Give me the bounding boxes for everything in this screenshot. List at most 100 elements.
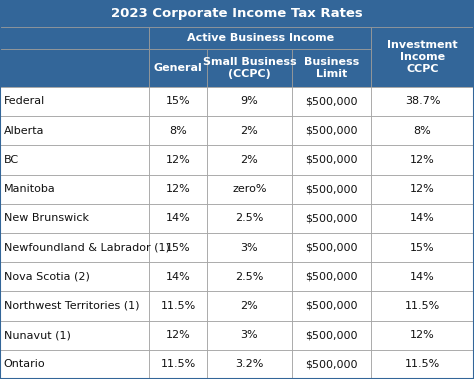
Bar <box>207 350 292 379</box>
Bar <box>0 291 149 321</box>
Text: 2023 Corporate Income Tax Rates: 2023 Corporate Income Tax Rates <box>111 7 363 20</box>
Text: 2%: 2% <box>240 301 258 311</box>
Bar <box>371 27 474 87</box>
Bar <box>149 291 207 321</box>
Bar <box>292 321 371 350</box>
Bar <box>371 145 474 174</box>
Bar <box>292 174 371 204</box>
Bar <box>149 262 207 291</box>
Bar <box>207 291 292 321</box>
Text: $500,000: $500,000 <box>305 330 357 340</box>
Bar <box>371 87 474 116</box>
Text: Nova Scotia (2): Nova Scotia (2) <box>4 272 90 282</box>
Text: 3.2%: 3.2% <box>235 359 264 370</box>
Bar <box>207 321 292 350</box>
Text: Ontario: Ontario <box>4 359 46 370</box>
Bar <box>207 262 292 291</box>
Bar <box>371 174 474 204</box>
Text: Newfoundland & Labrador (1): Newfoundland & Labrador (1) <box>4 243 170 252</box>
Text: Federal: Federal <box>4 97 45 106</box>
Text: 12%: 12% <box>410 184 435 194</box>
Text: BC: BC <box>4 155 19 165</box>
Bar <box>371 321 474 350</box>
Text: $500,000: $500,000 <box>305 97 357 106</box>
Text: Alberta: Alberta <box>4 126 44 136</box>
Bar <box>207 233 292 262</box>
Bar <box>149 350 207 379</box>
Bar <box>149 116 207 145</box>
Bar <box>292 49 371 87</box>
Text: 11.5%: 11.5% <box>161 359 196 370</box>
Bar <box>0 262 149 291</box>
Bar <box>149 27 371 49</box>
Bar <box>149 321 207 350</box>
Text: 2.5%: 2.5% <box>235 213 264 223</box>
Bar <box>0 0 474 27</box>
Bar <box>149 49 207 87</box>
Bar <box>149 233 207 262</box>
Bar <box>0 27 149 49</box>
Text: 11.5%: 11.5% <box>161 301 196 311</box>
Text: 12%: 12% <box>410 155 435 165</box>
Bar <box>292 291 371 321</box>
Bar <box>292 204 371 233</box>
Text: 3%: 3% <box>240 243 258 252</box>
Text: zero%: zero% <box>232 184 266 194</box>
Text: 2%: 2% <box>240 126 258 136</box>
Text: $500,000: $500,000 <box>305 272 357 282</box>
Text: 12%: 12% <box>166 330 191 340</box>
Bar <box>371 350 474 379</box>
Text: $500,000: $500,000 <box>305 213 357 223</box>
Text: 12%: 12% <box>410 330 435 340</box>
Text: 11.5%: 11.5% <box>405 301 440 311</box>
Text: 14%: 14% <box>410 213 435 223</box>
Bar <box>371 291 474 321</box>
Text: 2.5%: 2.5% <box>235 272 264 282</box>
Text: $500,000: $500,000 <box>305 243 357 252</box>
Bar <box>0 116 149 145</box>
Bar <box>0 321 149 350</box>
Bar <box>292 262 371 291</box>
Text: 14%: 14% <box>410 272 435 282</box>
Bar <box>149 174 207 204</box>
Text: Small Business
(CCPC): Small Business (CCPC) <box>202 57 296 79</box>
Bar <box>207 204 292 233</box>
Bar <box>207 145 292 174</box>
Bar <box>0 204 149 233</box>
Bar <box>292 116 371 145</box>
Text: New Brunswick: New Brunswick <box>4 213 89 223</box>
Text: Investment
Income
CCPC: Investment Income CCPC <box>387 40 458 74</box>
Bar <box>0 233 149 262</box>
Text: 38.7%: 38.7% <box>405 97 440 106</box>
Bar <box>371 233 474 262</box>
Text: Nunavut (1): Nunavut (1) <box>4 330 71 340</box>
Text: $500,000: $500,000 <box>305 301 357 311</box>
Text: 11.5%: 11.5% <box>405 359 440 370</box>
Bar <box>0 49 149 87</box>
Text: 15%: 15% <box>410 243 435 252</box>
Text: 14%: 14% <box>166 272 191 282</box>
Bar <box>207 116 292 145</box>
Text: $500,000: $500,000 <box>305 155 357 165</box>
Bar <box>207 174 292 204</box>
Bar <box>207 87 292 116</box>
Bar <box>292 145 371 174</box>
Text: $500,000: $500,000 <box>305 359 357 370</box>
Text: $500,000: $500,000 <box>305 126 357 136</box>
Text: Northwest Territories (1): Northwest Territories (1) <box>4 301 139 311</box>
Text: 15%: 15% <box>166 97 191 106</box>
Text: 3%: 3% <box>240 330 258 340</box>
Bar <box>207 49 292 87</box>
Bar <box>371 116 474 145</box>
Bar <box>371 262 474 291</box>
Bar <box>292 233 371 262</box>
Text: $500,000: $500,000 <box>305 184 357 194</box>
Text: 12%: 12% <box>166 184 191 194</box>
Bar <box>292 350 371 379</box>
Text: 8%: 8% <box>169 126 187 136</box>
Bar <box>149 204 207 233</box>
Text: Business
Limit: Business Limit <box>304 57 359 79</box>
Text: Manitoba: Manitoba <box>4 184 55 194</box>
Bar <box>292 87 371 116</box>
Bar <box>0 87 149 116</box>
